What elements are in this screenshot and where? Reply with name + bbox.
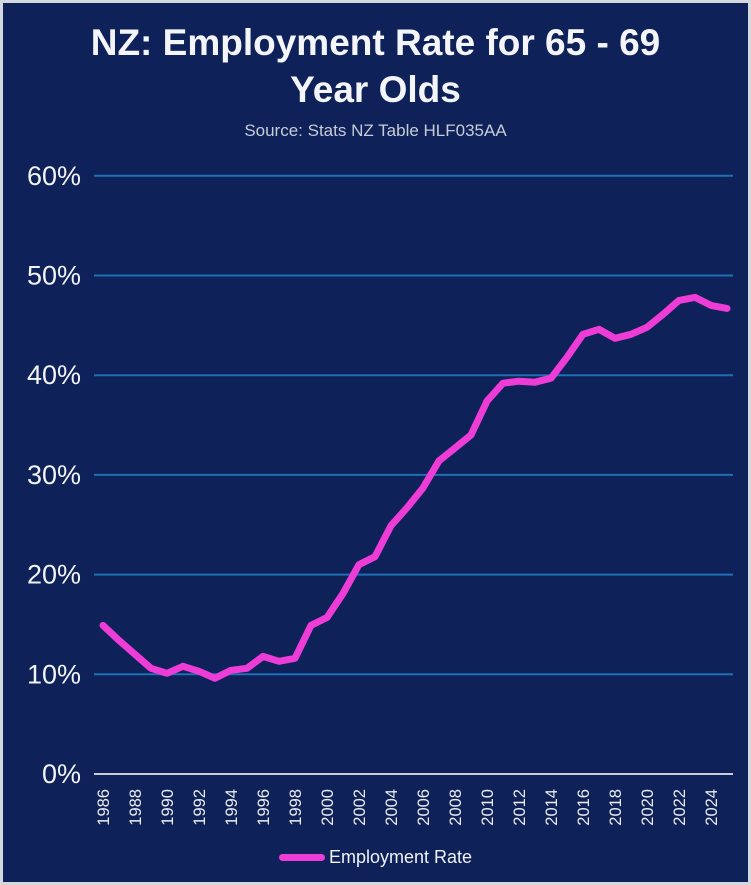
x-tick-label: 1986 bbox=[95, 789, 113, 826]
x-tick-label: 2022 bbox=[671, 789, 689, 826]
employment-rate-line bbox=[99, 293, 731, 682]
x-tick-label: 2008 bbox=[447, 789, 465, 826]
x-tick-label: 1990 bbox=[159, 789, 177, 826]
x-tick-label: 2006 bbox=[415, 789, 433, 826]
x-tick-label: 2018 bbox=[607, 789, 625, 826]
x-tick-label: 1992 bbox=[191, 789, 209, 826]
y-tick-label: 40% bbox=[27, 360, 81, 390]
chart-title-text: NZ: Employment Rate for 65 - 69 Year Old… bbox=[90, 22, 661, 110]
x-tick-label: 1998 bbox=[287, 789, 305, 826]
x-tick-label: 2020 bbox=[639, 789, 657, 826]
x-tick-label: 2024 bbox=[703, 789, 721, 826]
legend-label: Employment Rate bbox=[328, 847, 473, 867]
legend: Employment Rate bbox=[3, 847, 748, 868]
y-tick-label: 30% bbox=[27, 460, 81, 490]
x-tick-label: 2004 bbox=[383, 789, 401, 826]
y-tick-label: 60% bbox=[27, 161, 81, 191]
chart-title: NZ: Employment Rate for 65 - 69 Year Old… bbox=[3, 19, 748, 113]
chart-subtitle: Source: Stats NZ Table HLF035AA bbox=[244, 121, 507, 140]
legend-line-swatch bbox=[278, 854, 325, 861]
y-tick-label: 50% bbox=[27, 261, 81, 291]
x-tick-label: 2000 bbox=[319, 789, 337, 826]
x-tick-label: 1988 bbox=[127, 789, 145, 826]
x-tick-label: 1994 bbox=[223, 789, 241, 826]
y-tick-label: 10% bbox=[27, 659, 81, 689]
plot-area: 0% 10% 20% 30% 40% 50% 60% 1986 1988 1990 1992 1994… bbox=[27, 161, 733, 826]
x-tick-label: 2014 bbox=[543, 789, 561, 826]
x-tick-label: 2012 bbox=[511, 789, 529, 826]
x-tick-label: 2010 bbox=[479, 789, 497, 826]
y-tick-label: 0% bbox=[42, 759, 81, 789]
y-tick-label: 20% bbox=[27, 560, 81, 590]
x-tick-label: 2002 bbox=[351, 789, 369, 826]
x-tick-label: 1996 bbox=[255, 789, 273, 826]
x-tick-label: 2016 bbox=[575, 789, 593, 826]
